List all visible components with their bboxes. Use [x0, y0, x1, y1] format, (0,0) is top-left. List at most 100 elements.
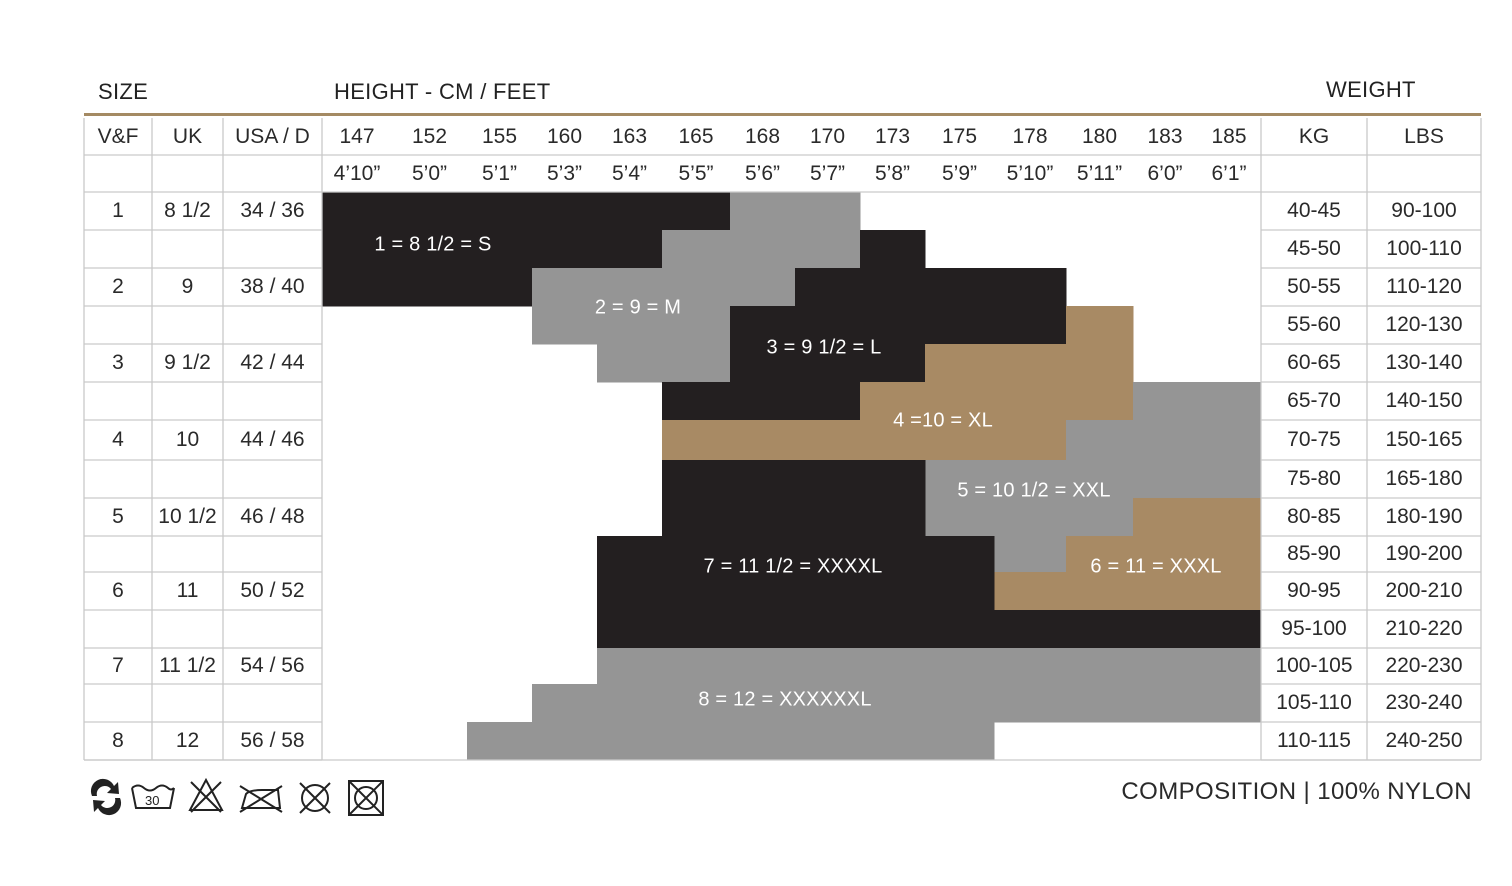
height-ft: 5’1” — [481, 162, 518, 185]
zone-block — [860, 382, 1134, 421]
weight-kg: 55-60 — [1287, 313, 1341, 336]
size-vf: 1 — [112, 199, 124, 222]
height-cm: 152 — [411, 125, 448, 148]
zone-block — [322, 192, 731, 231]
size-vf: 8 — [112, 729, 124, 752]
size-usa: 46 / 48 — [240, 505, 305, 528]
size-usa — [223, 230, 322, 268]
zone-5 — [925, 382, 1262, 573]
size-header: SIZE — [98, 79, 149, 104]
size-uk: 12 — [175, 729, 200, 752]
zone-block — [322, 230, 663, 269]
size-usa: 54 / 56 — [240, 654, 305, 677]
size-vf — [84, 230, 152, 268]
zone-block — [597, 610, 1262, 649]
height-ft: 5’5” — [678, 162, 714, 185]
zone-2 — [532, 192, 861, 383]
weight-lbs: 240-250 — [1385, 729, 1463, 752]
size-uk: 11 1/2 — [159, 654, 216, 677]
zone-block — [662, 230, 861, 269]
height-cm: 163 — [611, 125, 648, 148]
weight-lbs: 120-130 — [1385, 313, 1463, 336]
weight-kg: 75-80 — [1287, 467, 1341, 490]
height-cm: 168 — [744, 125, 781, 148]
size-vf — [84, 460, 152, 498]
size-vf — [84, 684, 152, 722]
size-uk — [152, 230, 223, 268]
zone-block — [467, 722, 995, 761]
size-uk — [152, 536, 223, 572]
zone-label-2: 2 = 9 = M — [594, 296, 682, 319]
height-ft: 6’0” — [1147, 162, 1183, 185]
weight-lbs: 220-230 — [1385, 654, 1463, 677]
size-vf: 7 — [112, 654, 124, 677]
zone-label-8: 8 = 12 = XXXXXXL — [698, 688, 872, 711]
zone-block — [1133, 498, 1262, 537]
height-cm: 170 — [809, 125, 846, 148]
size-usa: 38 / 40 — [240, 275, 305, 298]
weight-header: WEIGHT — [1326, 77, 1416, 102]
weight-kg: 85-90 — [1287, 542, 1341, 565]
zone-block — [322, 268, 533, 307]
height-cm: 175 — [941, 125, 978, 148]
weight-lbs: 130-140 — [1385, 351, 1463, 374]
column-header-kg: KG — [1298, 125, 1330, 148]
height-header: HEIGHT - CM / FEET — [334, 79, 551, 104]
recycle-icon — [90, 778, 122, 816]
zone-block — [597, 648, 1262, 685]
height-cm: 178 — [1012, 125, 1048, 148]
weight-kg: 70-75 — [1287, 428, 1341, 451]
height-cm: 155 — [481, 125, 518, 148]
wash-30-icon: 30 — [131, 784, 175, 809]
column-header-vf: V&F — [97, 125, 139, 148]
weight-kg: 60-65 — [1287, 351, 1341, 374]
zone-block — [925, 344, 1134, 383]
size-usa — [223, 610, 322, 648]
weight-lbs: 110-120 — [1386, 275, 1462, 298]
zone-label-1: 1 = 8 1/2 = S — [374, 233, 492, 256]
size-usa: 56 / 58 — [240, 729, 305, 752]
height-ft: 5’10” — [1006, 162, 1054, 185]
weight-lbs: 210-220 — [1385, 617, 1463, 640]
size-usa — [223, 460, 322, 498]
height-ft: 5’0” — [411, 162, 448, 185]
size-vf: 3 — [112, 351, 124, 374]
weight-kg: 90-95 — [1287, 579, 1341, 602]
zone-block — [730, 344, 926, 383]
zone-block — [1066, 306, 1134, 345]
height-cm: 183 — [1147, 125, 1183, 148]
zone-block — [1133, 382, 1262, 421]
size-usa — [223, 306, 322, 344]
size-uk — [152, 610, 223, 648]
zone-block — [925, 460, 1262, 499]
zone-block — [532, 268, 796, 307]
size-vf: 2 — [112, 275, 124, 298]
weight-kg: 40-45 — [1287, 199, 1341, 222]
zone-block — [994, 536, 1067, 573]
no-iron-icon — [239, 785, 283, 813]
zone-block — [532, 684, 1262, 723]
height-ft: 5’9” — [941, 162, 978, 185]
size-vf: 6 — [112, 579, 124, 602]
size-vf — [84, 536, 152, 572]
weight-lbs: 140-150 — [1385, 389, 1463, 412]
size-uk — [152, 460, 223, 498]
height-ft: 5’4” — [611, 162, 648, 185]
weight-kg: 110-115 — [1277, 729, 1351, 752]
size-usa: 34 / 36 — [240, 199, 305, 222]
zone-block — [662, 382, 861, 421]
no-tumble-dry-icon — [348, 780, 384, 816]
zone-block — [795, 268, 1067, 307]
size-uk: 10 1/2 — [158, 505, 217, 528]
column-header-lbs: LBS — [1404, 125, 1444, 148]
weight-lbs: 150-165 — [1385, 428, 1463, 451]
height-ft: 6’1” — [1211, 162, 1247, 185]
height-ft: 5’7” — [809, 162, 846, 185]
weight-lbs: 190-200 — [1385, 542, 1463, 565]
size-usa: 44 / 46 — [240, 428, 305, 451]
size-uk: 10 — [175, 428, 200, 451]
zone-label-7: 7 = 11 1/2 = XXXXL — [703, 555, 883, 578]
weight-kg: 65-70 — [1287, 389, 1341, 412]
zone-block — [925, 498, 1134, 537]
